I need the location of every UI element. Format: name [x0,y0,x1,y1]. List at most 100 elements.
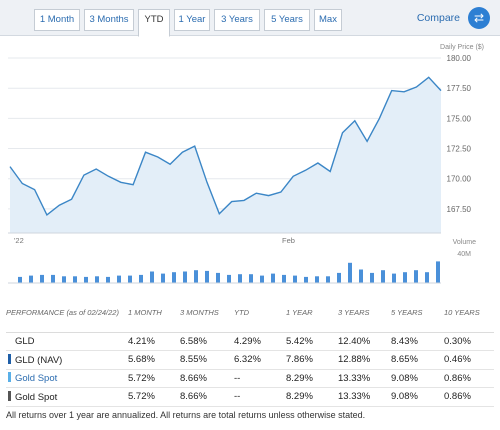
price-area-fill [10,77,441,233]
y-tick-label: 180.00 [447,54,472,63]
performance-header: PERFORMANCE (as of 02/24/22) [6,304,128,333]
volume-bar [414,270,418,283]
performance-header-row: PERFORMANCE (as of 02/24/22) 1 MONTH 3 M… [6,304,494,333]
cell: 7.86% [286,350,338,370]
cell: 9.08% [391,387,444,407]
volume-bar [128,275,132,283]
volume-bar [29,275,33,283]
price-line [9,76,442,216]
gold-spot-link[interactable]: Gold Spot [15,373,58,385]
table-row: GLD 4.21% 6.58% 4.29% 5.42% 12.40% 8.43%… [6,332,494,351]
row-label: GLD [15,335,35,347]
cell: 4.21% [128,332,180,351]
volume-bar [216,272,220,283]
volume-max-label: 40M [457,251,471,258]
volume-bar [183,271,187,283]
volume-bar [205,270,209,284]
cell: 8.55% [180,350,234,370]
row-label: Gold Spot [15,391,58,403]
volume-bar [293,275,297,283]
volume-bar [348,262,352,284]
volume-bar [172,272,176,283]
volume-label: Volume [453,239,476,246]
volume-bar [40,274,44,283]
x-tick-label-22: '22 [14,236,24,245]
volume-bar [194,270,198,283]
table-row: GLD (NAV) 5.68% 8.55% 6.32% 7.86% 12.88%… [6,350,494,370]
price-chart: Daily Price ($) 180.00 177.50 175.00 172.50… [8,44,484,284]
volume-bar [304,276,308,283]
y-tick-labels: 180.00 177.50 175.00 172.50 170.00 167.50 [447,54,472,214]
series-marker [8,390,11,401]
cell: 5.42% [286,332,338,351]
y-tick-label: 170.00 [447,175,472,184]
volume-bar [392,273,396,283]
volume-bar [436,261,440,283]
tab-max[interactable]: Max [314,9,342,31]
cell: 0.46% [444,350,494,370]
col-1-month: 1 MONTH [128,304,180,333]
cell: 5.68% [128,350,180,370]
volume-bar [381,270,385,283]
compare-link[interactable]: Compare [416,12,460,24]
cell: 0.86% [444,369,494,388]
volume-bar [238,274,242,283]
volume-bar [161,273,165,283]
volume-bar [227,274,231,283]
cell: 12.88% [338,350,391,370]
cell: 13.33% [338,369,391,388]
col-3-years: 3 YEARS [338,304,391,333]
y-tick-label: 175.00 [447,114,472,123]
y-tick-label: 177.50 [447,84,472,93]
cell: 5.72% [128,369,180,388]
tab-1-year[interactable]: 1 Year [174,9,210,31]
tab-5-years[interactable]: 5 Years [264,9,310,31]
col-ytd: YTD [234,304,286,333]
table-row: Gold Spot 5.72% 8.66% -- 8.29% 13.33% 9.… [6,387,494,407]
cell: 6.32% [234,350,286,370]
series-marker [8,353,11,364]
y-tick-label: 172.50 [447,145,472,154]
tab-3-years[interactable]: 3 Years [214,9,260,31]
volume-bar [95,276,99,284]
row-name: Gold Spot [6,387,128,407]
y-axis-title: Daily Price ($) [440,44,484,51]
tab-3-months[interactable]: 3 Months [84,9,134,31]
volume-bar [62,276,66,284]
cell: 8.29% [286,369,338,388]
y-tick-label: 167.50 [447,205,472,214]
footnote: All returns over 1 year are annualized. … [6,410,366,420]
volume-bar [260,275,264,283]
cell: 6.58% [180,332,234,351]
cell: 0.86% [444,387,494,407]
cell: 5.72% [128,387,180,407]
col-10-years: 10 YEARS [444,304,494,333]
cell: 0.30% [444,332,494,351]
cell: 8.43% [391,332,444,351]
tab-1-month[interactable]: 1 Month [34,9,80,31]
volume-bar [18,276,22,283]
volume-bar [150,271,154,283]
cell: 13.33% [338,387,391,407]
volume-bar [315,276,319,284]
x-tick-label-feb: Feb [282,236,295,245]
volume-bar [117,275,121,283]
table-row: Gold Spot 5.72% 8.66% -- 8.29% 13.33% 9.… [6,369,494,388]
swap-arrows-icon[interactable]: ⇄ [468,7,490,29]
row-label: GLD (NAV) [15,354,63,366]
tab-ytd[interactable]: YTD [138,9,170,37]
cell: -- [234,369,286,388]
volume-bar [425,272,429,283]
volume-bar [271,273,275,283]
cell: 8.65% [391,350,444,370]
cell: 4.29% [234,332,286,351]
cell: -- [234,387,286,407]
volume-bar [337,272,341,283]
performance-header-label: PERFORMANCE [6,308,65,317]
volume-bar [403,272,407,283]
volume-bar [249,274,253,283]
cell: 8.66% [180,387,234,407]
volume-bar [51,274,55,283]
volume-bar [106,276,110,283]
period-toolbar: 1 Month 3 Months YTD 1 Year 3 Years 5 Ye… [0,0,500,37]
